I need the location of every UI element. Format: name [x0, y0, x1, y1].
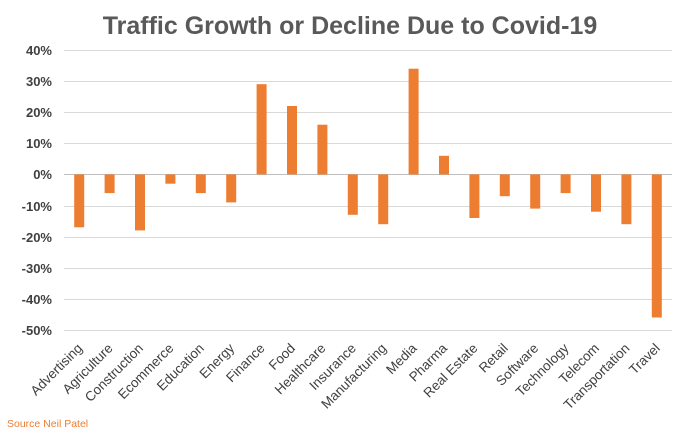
bar-ecommerce [165, 174, 176, 184]
bar-transportation [621, 174, 632, 225]
bar-energy [226, 174, 237, 203]
bar-media [408, 68, 419, 175]
y-tick-label: 0% [33, 167, 52, 182]
bar-manufacturing [378, 174, 389, 225]
bar-education [195, 174, 206, 194]
y-axis-tick-labels: 40% 30% 20% 10% 0% -10% -20% -30% -40% -50% [22, 43, 53, 338]
y-tick-label: -40% [22, 292, 53, 307]
bar-agriculture [104, 174, 115, 194]
y-tick-label: -50% [22, 323, 53, 338]
bar-retail [499, 174, 510, 197]
bar-real-estate [469, 174, 480, 218]
bar-pharma [439, 155, 449, 175]
y-tick-label: -20% [22, 230, 53, 245]
bar-advertising [74, 174, 85, 228]
bar-technology [560, 174, 571, 194]
y-tick-label: 10% [26, 136, 52, 151]
x-axis-tick-labels: AdvertisingAgricultureConstructionEcomme… [27, 340, 662, 412]
bar-travel [651, 174, 662, 318]
y-tick-label: 30% [26, 74, 52, 89]
bar-finance [256, 84, 267, 175]
y-tick-label: 40% [26, 43, 52, 58]
y-tick-label: -30% [22, 261, 53, 276]
x-tick-label: Travel [626, 341, 663, 378]
source-note: Source Neil Patel [7, 418, 88, 430]
y-tick-label: -10% [22, 199, 53, 214]
bar-insurance [347, 174, 358, 215]
bar-software [530, 174, 541, 209]
chart-title: Traffic Growth or Decline Due to Covid-1… [103, 12, 598, 40]
bar-healthcare [317, 124, 328, 175]
bar-food [287, 106, 297, 175]
gridlines [64, 50, 672, 331]
y-tick-label: 20% [26, 105, 52, 120]
bar-construction [135, 174, 145, 231]
bars [74, 68, 662, 318]
bar-telecom [591, 174, 601, 212]
